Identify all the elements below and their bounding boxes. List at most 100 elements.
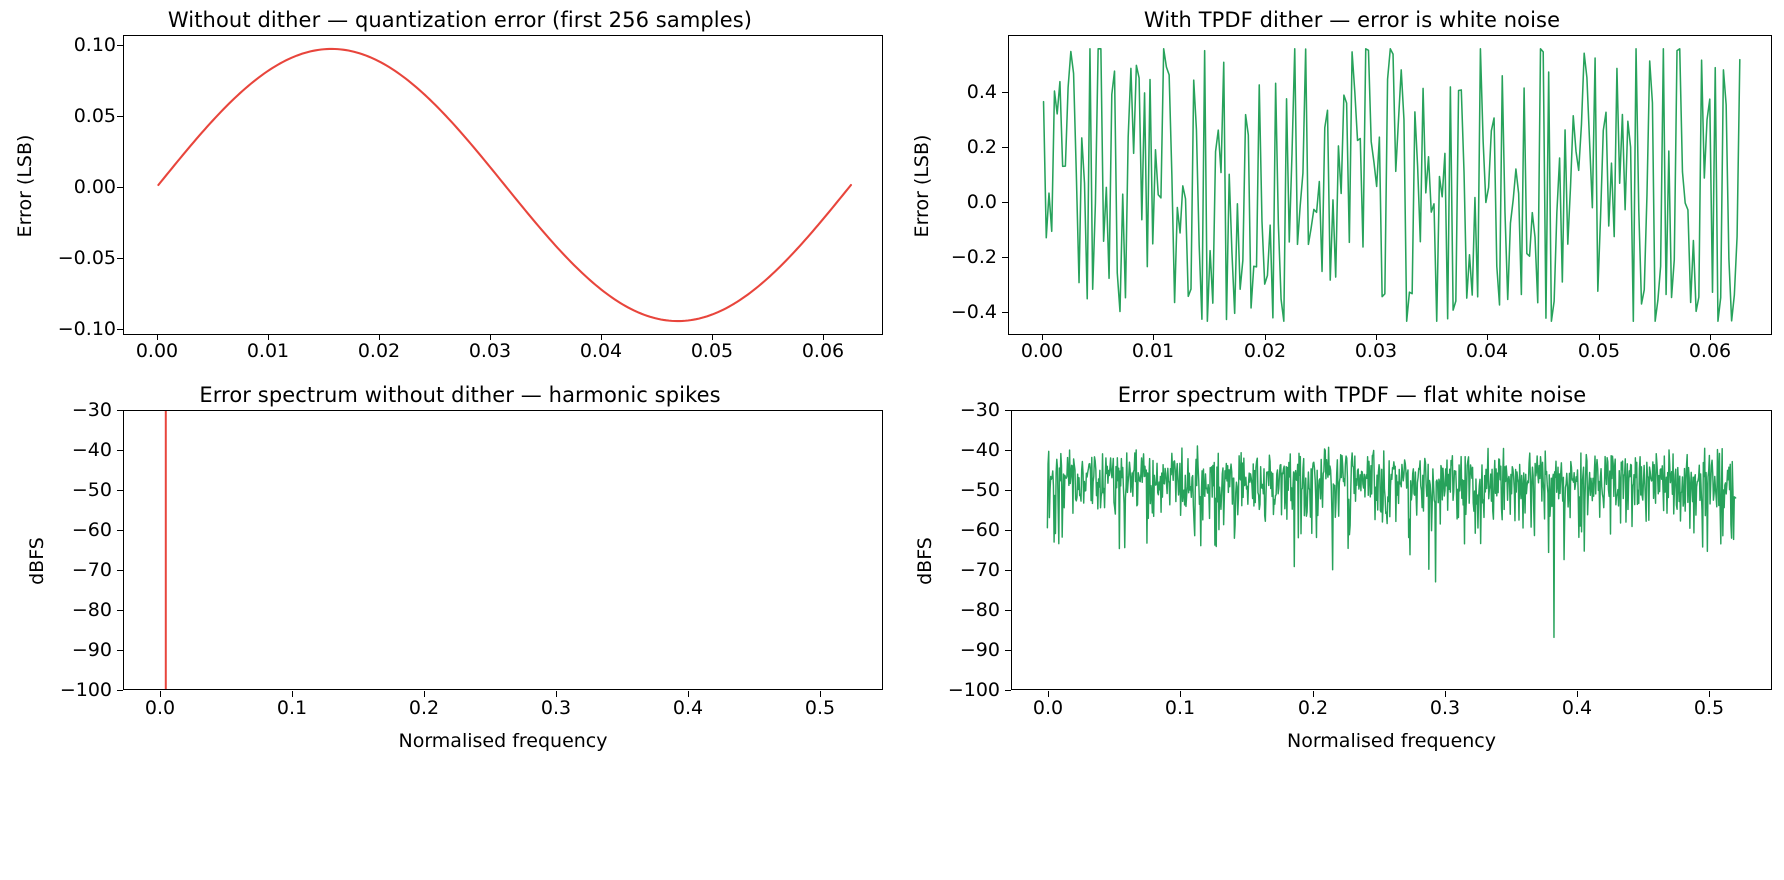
x-tick-mark bbox=[292, 691, 294, 697]
x-tick-mark bbox=[1577, 691, 1579, 697]
y-tick-label: −60 bbox=[71, 519, 112, 541]
y-tick-label: −60 bbox=[959, 519, 1000, 541]
plot-title-bottom-left: Error spectrum without dither — harmonic… bbox=[199, 383, 721, 407]
y-tick-mark bbox=[1005, 650, 1011, 652]
x-tick-label: 0.0 bbox=[144, 697, 176, 719]
x-tick-mark bbox=[268, 334, 270, 340]
y-tick-mark bbox=[1002, 202, 1008, 204]
x-tick-label: 0.5 bbox=[1693, 697, 1725, 719]
y-tick-mark bbox=[117, 258, 123, 260]
y-tick-label: 0.10 bbox=[73, 34, 116, 56]
x-axis-label-bottom-left: Normalised frequency bbox=[398, 730, 608, 752]
y-tick-label: −90 bbox=[71, 639, 112, 661]
y-tick-mark bbox=[117, 450, 123, 452]
y-tick-label: −50 bbox=[959, 479, 1000, 501]
x-tick-mark bbox=[424, 691, 426, 697]
x-tick-mark bbox=[160, 691, 162, 697]
plot-canvas-bottom-right bbox=[1046, 445, 1737, 639]
x-tick-label: 0.03 bbox=[1354, 340, 1398, 362]
plot-canvas-bottom-left bbox=[164, 411, 167, 689]
y-tick-label: −0.2 bbox=[950, 246, 997, 268]
y-tick-labels-bottom-left: −30 −40 −50 −60 −70 −80 −90 −100 bbox=[22, 399, 112, 880]
y-tick-label: 0.4 bbox=[966, 81, 997, 103]
x-tick-mark bbox=[688, 691, 690, 697]
x-tick-label: 0.0 bbox=[1032, 697, 1064, 719]
y-tick-mark bbox=[117, 329, 123, 331]
x-tick-mark bbox=[157, 334, 159, 340]
x-tick-mark bbox=[601, 334, 603, 340]
y-tick-labels-top-right: 0.4 0.2 0.0 −0.2 −0.4 bbox=[907, 0, 997, 400]
x-tick-label: 0.02 bbox=[357, 340, 401, 362]
y-tick-mark bbox=[117, 45, 123, 47]
y-tick-mark bbox=[117, 490, 123, 492]
y-tick-label: −70 bbox=[959, 559, 1000, 581]
x-tick-labels-top-left: 0.00 0.01 0.02 0.03 0.04 0.05 0.06 bbox=[0, 340, 892, 368]
x-tick-mark bbox=[1709, 691, 1711, 697]
plot-title-top-left: Without dither — quantization error (fir… bbox=[167, 8, 753, 32]
x-tick-mark bbox=[379, 334, 381, 340]
x-tick-label: 0.04 bbox=[1465, 340, 1509, 362]
x-tick-label: 0.4 bbox=[1561, 697, 1593, 719]
y-tick-label: −40 bbox=[71, 439, 112, 461]
y-tick-mark bbox=[117, 410, 123, 412]
x-tick-mark bbox=[1265, 334, 1267, 340]
y-tick-labels-bottom-right: −30 −40 −50 −60 −70 −80 −90 −100 bbox=[910, 399, 1000, 880]
axes-bottom-left bbox=[123, 410, 883, 690]
y-tick-label: −80 bbox=[959, 599, 1000, 621]
x-tick-mark bbox=[1599, 334, 1601, 340]
y-tick-label: 0.00 bbox=[73, 176, 116, 198]
y-tick-mark bbox=[1005, 530, 1011, 532]
x-tick-label: 0.2 bbox=[1297, 697, 1329, 719]
y-tick-mark bbox=[1005, 490, 1011, 492]
x-tick-mark bbox=[1487, 334, 1489, 340]
x-tick-label: 0.01 bbox=[246, 340, 290, 362]
x-tick-label: 0.04 bbox=[579, 340, 623, 362]
y-tick-mark bbox=[117, 570, 123, 572]
y-tick-label: −30 bbox=[71, 399, 112, 421]
y-tick-mark bbox=[1002, 92, 1008, 94]
x-tick-label: 0.01 bbox=[1131, 340, 1175, 362]
x-tick-label: 0.02 bbox=[1243, 340, 1287, 362]
subplot-bottom-right: Error spectrum with TPDF — flat white no… bbox=[892, 383, 1784, 880]
x-tick-mark bbox=[1042, 334, 1044, 340]
y-tick-label: −70 bbox=[71, 559, 112, 581]
y-tick-mark bbox=[1002, 257, 1008, 259]
y-tick-mark bbox=[1005, 450, 1011, 452]
x-tick-label: 0.06 bbox=[801, 340, 845, 362]
y-tick-label: −30 bbox=[959, 399, 1000, 421]
axes-bottom-right bbox=[1011, 410, 1772, 690]
y-tick-mark bbox=[117, 116, 123, 118]
x-tick-label: 0.00 bbox=[135, 340, 179, 362]
x-tick-mark bbox=[1710, 334, 1712, 340]
plot-title-bottom-right: Error spectrum with TPDF — flat white no… bbox=[1117, 383, 1587, 407]
plot-title-top-right: With TPDF dither — error is white noise bbox=[1143, 8, 1561, 32]
x-tick-mark bbox=[1376, 334, 1378, 340]
y-tick-label: −0.10 bbox=[57, 318, 116, 340]
x-tick-label: 0.2 bbox=[408, 697, 440, 719]
x-tick-label: 0.1 bbox=[1164, 697, 1196, 719]
y-tick-mark bbox=[117, 530, 123, 532]
subplot-bottom-left: Error spectrum without dither — harmonic… bbox=[0, 383, 892, 880]
y-tick-label: −100 bbox=[59, 679, 112, 701]
subplot-top-left: Without dither — quantization error (fir… bbox=[0, 0, 892, 400]
y-tick-mark bbox=[1002, 312, 1008, 314]
y-tick-mark bbox=[1005, 690, 1011, 692]
y-tick-label: −0.05 bbox=[57, 247, 116, 269]
axes-top-right bbox=[1008, 35, 1772, 335]
x-tick-mark bbox=[490, 334, 492, 340]
y-tick-mark bbox=[1005, 610, 1011, 612]
x-tick-label: 0.3 bbox=[1429, 697, 1461, 719]
plot-canvas-top-right bbox=[1042, 48, 1741, 322]
x-tick-label: 0.1 bbox=[276, 697, 308, 719]
y-tick-mark bbox=[1005, 410, 1011, 412]
y-tick-label: −0.4 bbox=[950, 301, 997, 323]
y-tick-label: 0.0 bbox=[966, 191, 997, 213]
y-tick-mark bbox=[117, 650, 123, 652]
plot-canvas-top-left bbox=[157, 47, 853, 323]
x-tick-label: 0.05 bbox=[1577, 340, 1621, 362]
y-tick-mark bbox=[117, 610, 123, 612]
x-tick-mark bbox=[823, 334, 825, 340]
x-tick-mark bbox=[712, 334, 714, 340]
x-tick-label: 0.03 bbox=[468, 340, 512, 362]
